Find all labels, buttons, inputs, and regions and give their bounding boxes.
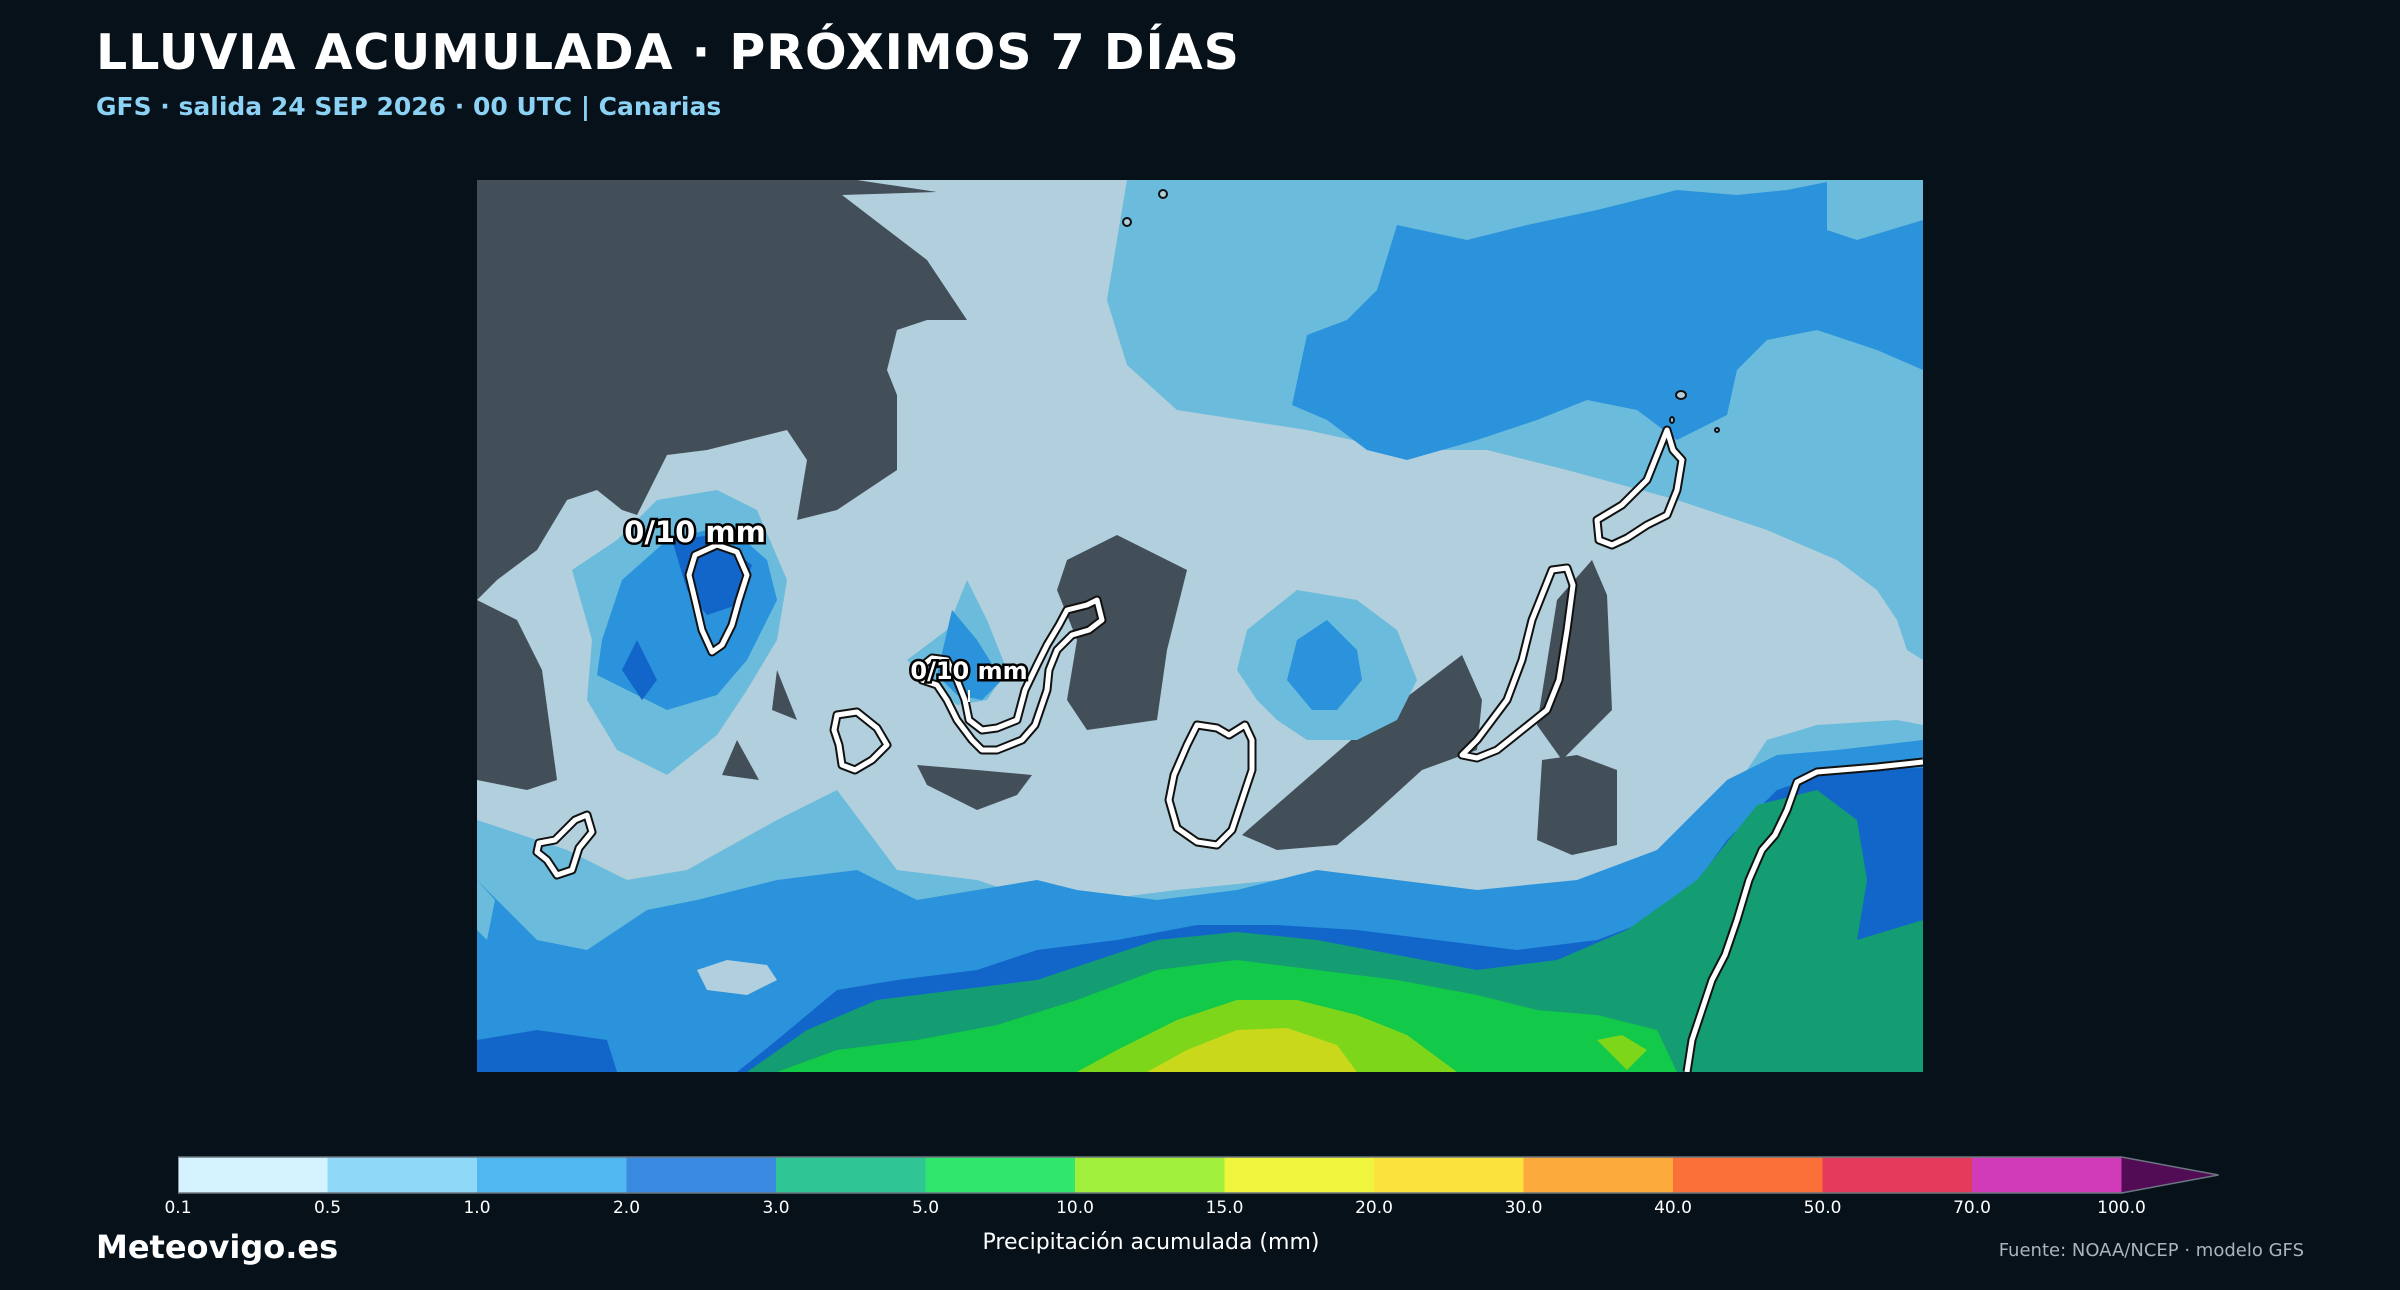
colorbar-tick-label: 5.0 (911, 1198, 940, 1218)
brand-logo-text[interactable]: Meteovigo.es (96, 1228, 339, 1266)
colorbar-tick-label: 2.0 (612, 1198, 641, 1218)
colorbar-segment (477, 1157, 627, 1193)
islets (1122, 189, 1720, 433)
colorbar-tick-label: 15.0 (1205, 1198, 1244, 1218)
colorbar-segment (327, 1157, 478, 1193)
colorbar-segment (1374, 1157, 1524, 1193)
map-label-tenerife: 0/10 mm (908, 655, 1030, 702)
colorbar-tick-label: 50.0 (1803, 1198, 1842, 1218)
page-title: LLUVIA ACUMULADA · PRÓXIMOS 7 DÍAS (96, 24, 1240, 81)
colorbar-tick-label: 10.0 (1056, 1198, 1094, 1218)
band-3-regions (747, 790, 1923, 1072)
colorbar-segment (1972, 1157, 2122, 1193)
band-0-5-patch (477, 880, 495, 940)
colorbar-tick-label: 30.0 (1504, 1198, 1543, 1218)
colorbar-segment (1224, 1157, 1375, 1193)
page-subtitle: GFS · salida 24 SEP 2026 · 00 UTC | Cana… (96, 92, 722, 121)
colorbar-extend-arrow (2121, 1157, 2219, 1193)
colorbar-segment (1673, 1157, 1823, 1193)
colorbar-segment (1075, 1157, 1225, 1193)
colorbar-tick-label: 20.0 (1355, 1198, 1393, 1218)
no-data-regions (477, 180, 1617, 855)
map-label-la-palma-text: 0/10 mm (624, 515, 766, 549)
map-label-tenerife-text: 0/10 mm (910, 657, 1027, 685)
colorbar-tick-label: 100.0 (2097, 1198, 2146, 1218)
colorbar-tick-label: 1.0 (463, 1198, 491, 1218)
colorbar-segment (1822, 1157, 1973, 1193)
precipitation-map[interactable]: 0/10 mm 0/10 mm (477, 180, 1923, 1072)
colorbar-label: Precipitación acumulada (mm) (982, 1230, 1320, 1255)
colorbar-outline (178, 1156, 2219, 1194)
colorbar-segment (178, 1157, 328, 1193)
colorbar-segment (626, 1157, 777, 1193)
colorbar-tick-label: 70.0 (1953, 1198, 1991, 1218)
band-15-regions (1147, 1028, 1357, 1072)
colorbar-tick-label: 0.5 (313, 1198, 342, 1218)
colorbar-segment (1523, 1157, 1674, 1193)
map-label-la-palma: 0/10 mm (622, 513, 769, 552)
colorbar (178, 1155, 2223, 1195)
colorbar-tick-label: 40.0 (1654, 1198, 1692, 1218)
colorbar-segment (776, 1157, 926, 1193)
band-0-1-patch (697, 960, 777, 995)
colorbar-segment (925, 1157, 1076, 1193)
colorbar-tick-label: 3.0 (762, 1198, 790, 1218)
data-source: Fuente: NOAA/NCEP · modelo GFS (1998, 1240, 2304, 1261)
island-coastlines (532, 425, 1923, 1072)
colorbar-tick-label: 0.1 (164, 1198, 192, 1218)
